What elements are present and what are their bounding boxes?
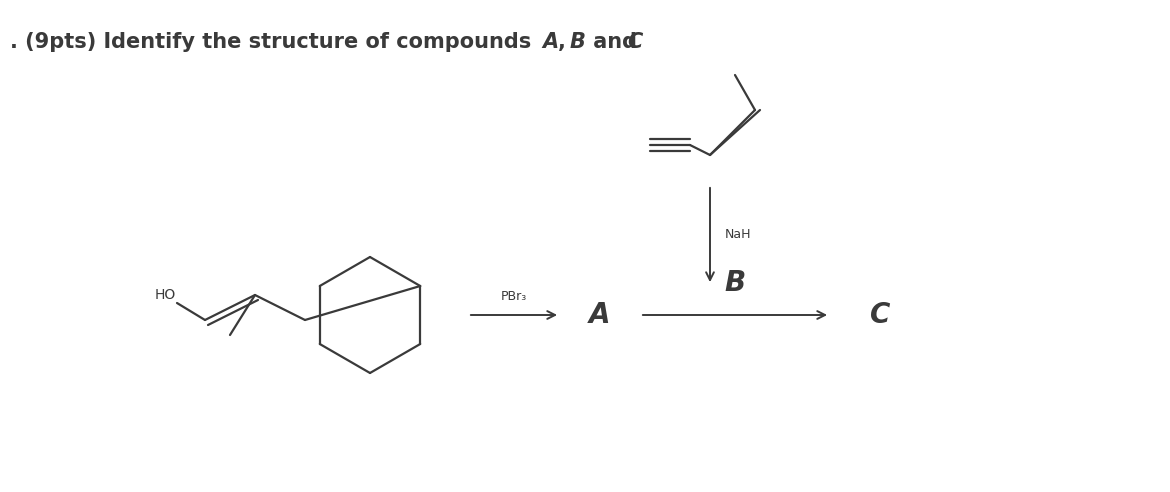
Text: PBr₃: PBr₃	[501, 290, 528, 303]
Text: . (9pts) Identify the structure of compounds: . (9pts) Identify the structure of compo…	[11, 32, 538, 52]
Text: HO: HO	[154, 288, 177, 302]
Text: and: and	[586, 32, 645, 52]
Text: NaH: NaH	[725, 228, 751, 242]
Text: C: C	[869, 301, 890, 329]
Text: C: C	[627, 32, 642, 52]
Text: A: A	[542, 32, 558, 52]
Text: B: B	[724, 269, 745, 297]
Text: ,: ,	[558, 32, 573, 52]
Text: B: B	[570, 32, 586, 52]
Text: A: A	[590, 301, 611, 329]
